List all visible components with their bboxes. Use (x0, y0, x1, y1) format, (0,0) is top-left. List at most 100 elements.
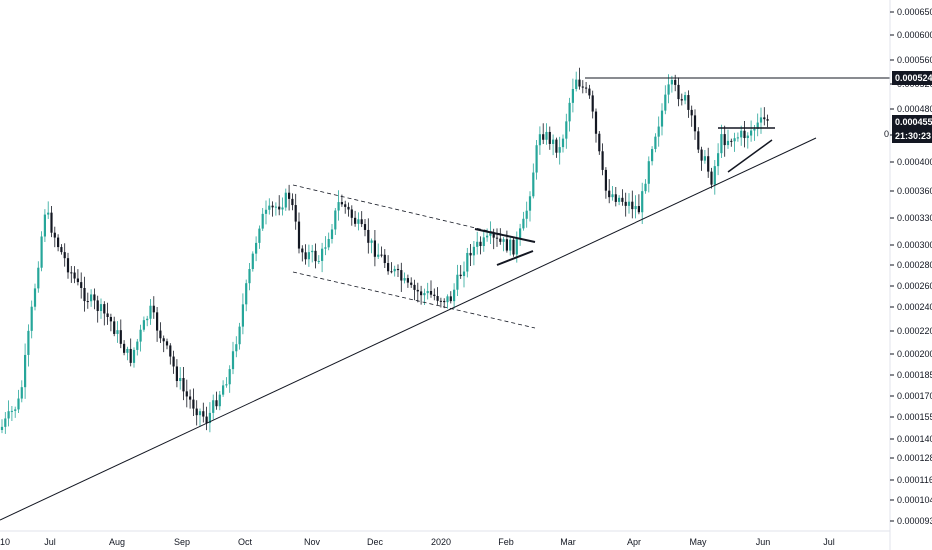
candle-body (24, 354, 27, 388)
candle-body (367, 229, 370, 243)
candle-body (585, 87, 588, 89)
candle-body (175, 366, 178, 382)
candle-body (479, 241, 482, 247)
candle-body (238, 326, 241, 345)
candle-body (528, 196, 532, 211)
candle-body (509, 239, 512, 251)
candle-body (354, 217, 357, 224)
price-tick-label: 0.00009300 (897, 516, 932, 526)
price-tick-label: 0.00011600 (897, 475, 932, 485)
candle-body (7, 411, 10, 419)
clipped-tick-glyph: 0 (884, 129, 889, 139)
candle-body (314, 250, 317, 262)
candle-body (37, 267, 40, 289)
candle-body (618, 197, 621, 202)
candle-body (17, 398, 20, 410)
candle-body (136, 341, 139, 350)
last-price-badge: 0.00045599 (892, 115, 932, 129)
candle-body (684, 95, 687, 101)
candle-body (311, 250, 314, 253)
candle-body (532, 172, 535, 197)
candle-body (212, 400, 215, 413)
candle-body (535, 145, 538, 173)
candle-body (571, 89, 574, 103)
time-tick-label: Sep (174, 537, 190, 547)
candle-body (195, 408, 198, 416)
candle-body (14, 409, 17, 411)
countdown-badge: 21:30:23 (892, 129, 932, 143)
candle-body (439, 300, 442, 302)
candle-body (0, 426, 4, 430)
candle-body (538, 134, 541, 146)
candle-body (697, 131, 700, 150)
candle-body (83, 287, 86, 302)
price-tick-label: 0.00040000 (897, 157, 932, 167)
candle-body (561, 138, 565, 148)
candle-body (347, 206, 350, 210)
channel-lower-line[interactable] (292, 271, 536, 329)
candle-body (182, 378, 185, 392)
price-tick-label: 0.00020000 (897, 349, 932, 359)
candle-body (505, 239, 508, 251)
candle-body (116, 330, 119, 334)
time-tick-label: Feb (498, 537, 514, 547)
flag-bottom-line[interactable] (727, 139, 773, 173)
price-tick-label: 0.00018500 (897, 370, 932, 380)
candle-body (426, 291, 429, 294)
candle-body (499, 238, 502, 242)
candle-body (578, 79, 581, 87)
candle-body (123, 343, 126, 353)
candle-body (129, 348, 132, 363)
candle-body (598, 133, 601, 152)
candle-body (284, 192, 287, 208)
candle-body (462, 271, 466, 277)
candle-body (274, 206, 277, 208)
ascending-support-line[interactable] (0, 137, 817, 521)
candle-body (172, 356, 175, 367)
candle-body (476, 241, 479, 247)
candle-body (70, 272, 73, 274)
candle-body (251, 253, 254, 270)
candle-body (594, 111, 598, 134)
candle-body (113, 321, 116, 334)
candle-body (222, 385, 225, 395)
price-tick-label: 0.00065000 (897, 7, 932, 17)
triangle-lower-line[interactable] (496, 250, 534, 266)
candle-body (278, 206, 281, 210)
candle-body (736, 137, 739, 139)
candle-body (449, 296, 452, 302)
candle-body (86, 301, 89, 303)
candle-body (132, 349, 136, 363)
countdown-badge-label: 21:30:23 (895, 131, 931, 141)
candle-body (350, 209, 353, 218)
time-axis[interactable]: 10 Jul Aug Sep Oct Nov Dec 2020 Feb Mar Apr May Jun J… (0, 537, 835, 547)
candle-body (726, 140, 730, 146)
candle-body (271, 205, 274, 208)
candle-body (152, 305, 155, 313)
candle-body (387, 263, 390, 272)
candle-body (393, 268, 396, 272)
candle-body (294, 205, 297, 222)
candle-body (631, 201, 634, 210)
candle-body (33, 288, 37, 307)
candle-body (235, 344, 238, 352)
candle-body (466, 252, 469, 272)
candle-body (268, 205, 271, 210)
candle-body (57, 237, 60, 248)
candle-body (119, 330, 122, 344)
candle-body (103, 304, 106, 314)
candle-body (429, 291, 433, 295)
candle-body (565, 121, 568, 139)
candle-body (743, 130, 746, 139)
triangle-upper-line[interactable] (474, 228, 536, 243)
candle-body (146, 318, 149, 321)
candle-body (344, 204, 347, 207)
candle-body (433, 294, 436, 297)
candle-body (443, 300, 446, 303)
candle-body (552, 139, 555, 144)
candle-body (558, 147, 561, 153)
resistance-price-badge-label: 0.00052403 (895, 73, 932, 83)
candle-body (4, 418, 7, 427)
candle-body (677, 84, 680, 100)
